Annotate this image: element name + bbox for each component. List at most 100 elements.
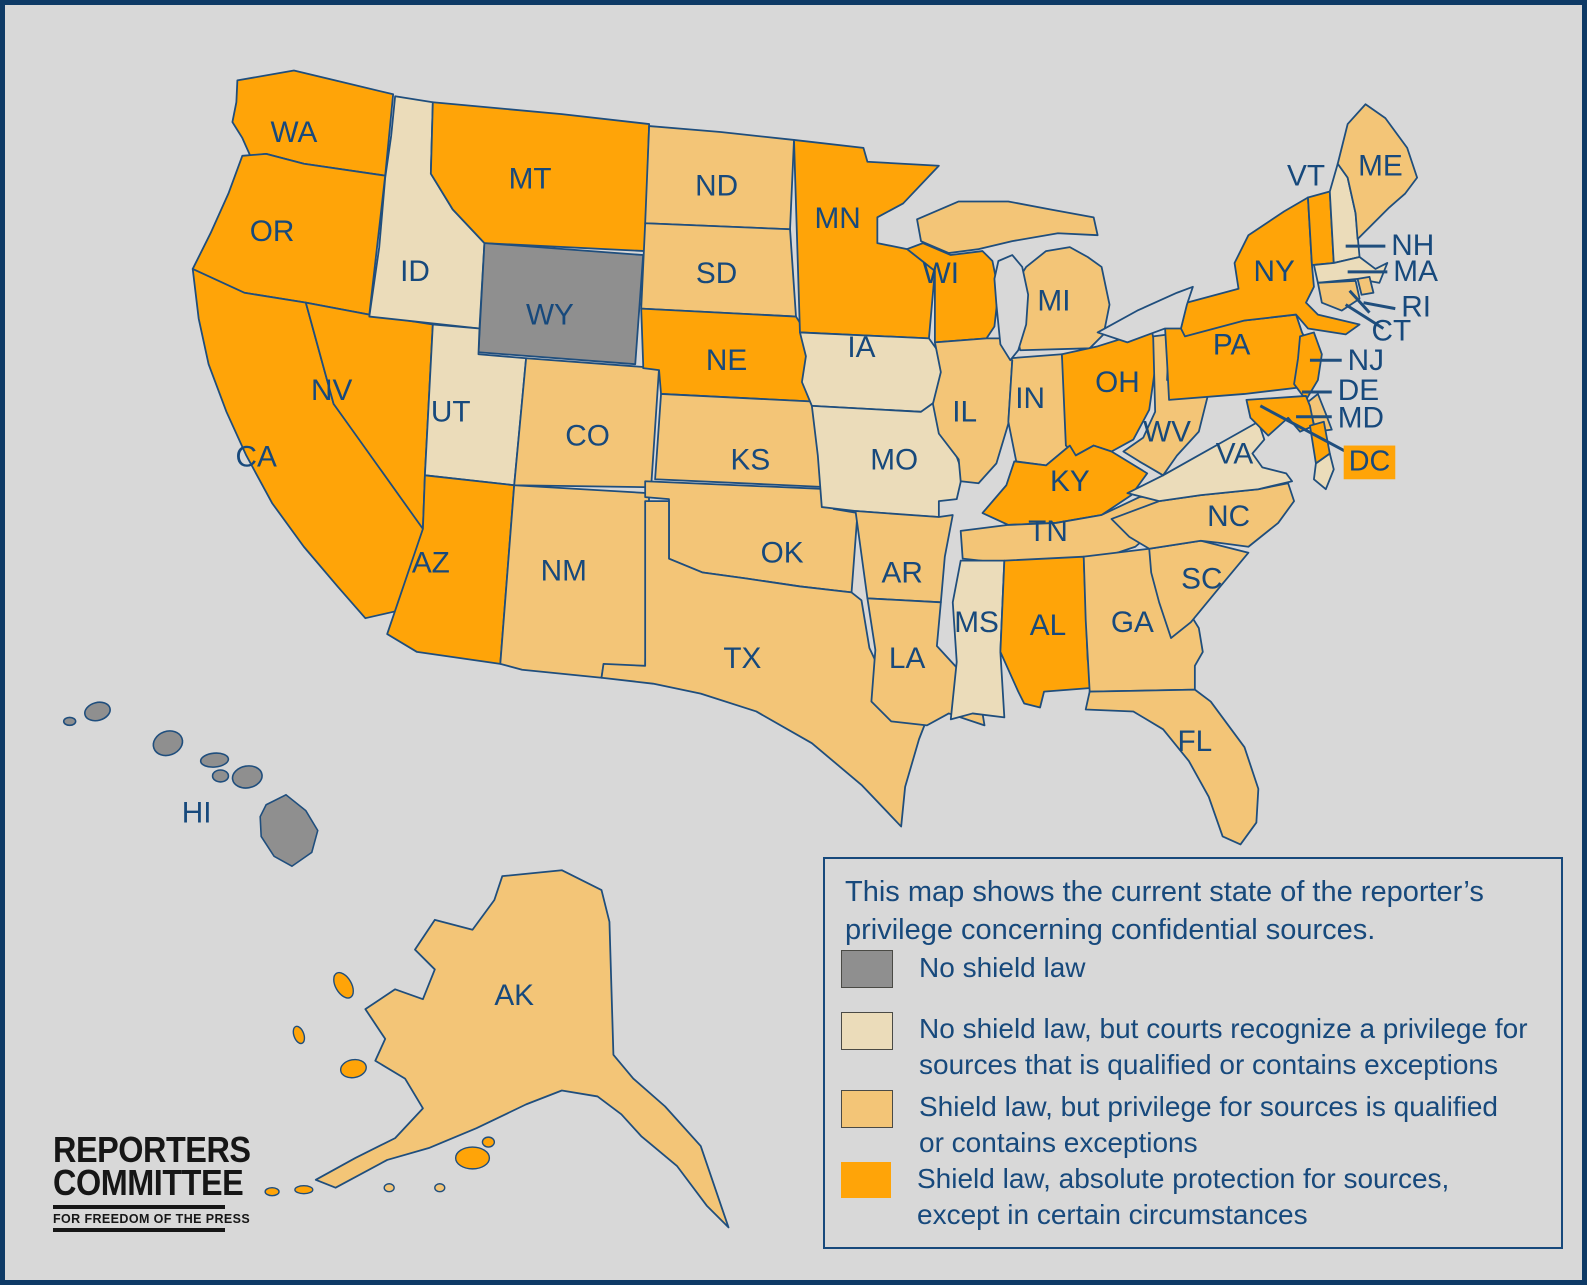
legend-swatch-absolute-shield: [841, 1162, 891, 1198]
state-ny: [1180, 196, 1361, 338]
state-label-az: AZ: [412, 547, 450, 580]
lake-erie: [1096, 285, 1194, 344]
legend-item-qualified-shield: Shield law, but privilege for sources is…: [841, 1089, 1529, 1162]
state-hi-island: [259, 793, 319, 868]
state-label-id: ID: [400, 255, 430, 288]
state-label-nm: NM: [541, 554, 587, 587]
logo-tagline: FOR FREEDOM OF THE PRESS: [53, 1205, 250, 1233]
legend-swatch-qualified-shield: [841, 1090, 893, 1128]
alaska-island: [481, 1136, 496, 1148]
state-label-dc: DC: [1349, 445, 1391, 477]
state-label-nc: NC: [1207, 500, 1250, 533]
state-hi-island: [152, 730, 184, 757]
state-label-ny: NY: [1254, 255, 1295, 288]
state-label-co: CO: [565, 420, 610, 453]
alaska-island: [264, 1187, 280, 1197]
state-label-al: AL: [1030, 609, 1066, 642]
callout-line-ri: [1348, 289, 1371, 314]
state-mn: [793, 139, 940, 340]
legend-swatch-no-shield: [841, 950, 893, 988]
state-label-va: VA: [1216, 437, 1254, 470]
state-label-nj: NJ: [1348, 344, 1384, 377]
state-label-pa: PA: [1213, 328, 1251, 361]
state-label-md: MD: [1338, 402, 1384, 435]
state-label-ak: AK: [494, 979, 534, 1012]
state-ak: [314, 869, 730, 1229]
state-hi-island: [231, 765, 263, 789]
state-sc: [1148, 539, 1250, 639]
state-label-ne: NE: [706, 344, 747, 377]
logo-line2: COMMITTEE: [53, 1162, 244, 1204]
callout-line-ri: [1363, 301, 1396, 311]
state-label-ga: GA: [1111, 606, 1154, 639]
state-label-wv: WV: [1143, 416, 1191, 449]
state-label-ca: CA: [236, 440, 277, 473]
rcfp-logo: REPORTERS COMMITTEE FOR FREEDOM OF THE P…: [53, 1131, 251, 1233]
state-hi-island: [62, 716, 77, 727]
state-ar: [854, 510, 954, 604]
state-label-nd: ND: [695, 170, 738, 203]
legend-item-absolute-shield: Shield law, absolute protection for sour…: [841, 1161, 1527, 1234]
alaska-island: [339, 1058, 367, 1079]
state-label-tx: TX: [723, 642, 761, 675]
legend-label-absolute-shield: Shield law, absolute protection for sour…: [917, 1163, 1450, 1231]
alaska-island: [292, 1025, 306, 1045]
legend-label-courts-recognize: No shield law, but courts recognize a pr…: [919, 1013, 1528, 1081]
state-label-ar: AR: [881, 556, 922, 589]
state-tx: [600, 500, 934, 828]
state-va: [1126, 420, 1293, 503]
state-me: [1336, 103, 1419, 241]
state-label-mo: MO: [870, 443, 918, 476]
state-label-ok: OK: [761, 537, 804, 570]
state-label-ma: MA: [1393, 255, 1438, 288]
callout-line-dc: [1259, 404, 1347, 453]
state-ms: [949, 559, 1006, 721]
legend: This map shows the current state of the …: [823, 857, 1563, 1249]
state-label-hi: HI: [182, 797, 212, 830]
lake-michigan: [993, 254, 1030, 362]
legend-label-no-shield: No shield law: [919, 952, 1086, 983]
state-label-ut: UT: [431, 396, 471, 429]
us-map: WA OR CA NV ID MT WY UT AZ CO NM ND SD NE KS OK TX MN IA MO…: [62, 69, 1438, 1229]
state-label-wi: WI: [923, 257, 959, 290]
state-ri: [1356, 275, 1375, 296]
state-label-vt: VT: [1287, 160, 1325, 193]
state-nj: [1293, 331, 1323, 401]
alaska-island: [294, 1185, 314, 1195]
state-label-il: IL: [952, 396, 977, 429]
state-label-wy: WY: [526, 298, 574, 331]
state-mi: [916, 200, 1099, 254]
state-mt: [429, 101, 651, 252]
state-label-ky: KY: [1050, 465, 1090, 498]
state-label-nv: NV: [311, 374, 352, 407]
state-wv: [1122, 333, 1210, 477]
state-label-ks: KS: [730, 443, 770, 476]
state-label-mi: MI: [1037, 285, 1070, 318]
state-label-me: ME: [1358, 150, 1403, 183]
state-hi-island: [211, 769, 230, 783]
state-label-mn: MN: [815, 202, 861, 235]
state-label-nh: NH: [1391, 229, 1434, 262]
state-hi-island: [83, 701, 111, 722]
state-label-tn: TN: [1028, 515, 1068, 548]
legend-title: This map shows the current state of the …: [845, 876, 1484, 947]
state-label-la: LA: [889, 642, 926, 675]
state-md: [1309, 420, 1331, 465]
state-label-or: OR: [250, 215, 295, 248]
state-label-sc: SC: [1181, 562, 1222, 595]
dc-label-box: [1343, 445, 1396, 480]
state-label-de: DE: [1338, 374, 1379, 407]
alaska-island: [434, 1183, 446, 1193]
alaska-island: [454, 1146, 491, 1170]
state-wy: [477, 242, 645, 366]
state-label-ia: IA: [847, 331, 875, 364]
state-ct: [1316, 279, 1361, 312]
state-label-ri: RI: [1401, 291, 1431, 324]
state-label-oh: OH: [1095, 366, 1140, 399]
alaska-island: [383, 1183, 395, 1193]
state-label-ct: CT: [1371, 314, 1411, 347]
alaska-island: [333, 971, 354, 999]
legend-item-courts-recognize: No shield law, but courts recognize a pr…: [841, 1011, 1529, 1084]
legend-swatch-courts-recognize: [841, 1012, 893, 1050]
state-hi-island: [199, 752, 230, 768]
